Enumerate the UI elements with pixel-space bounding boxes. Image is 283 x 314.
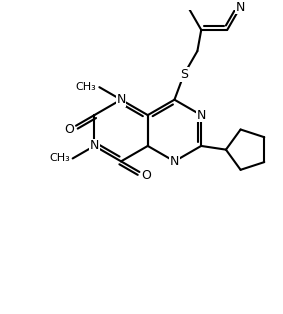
Text: O: O (65, 123, 74, 136)
Text: CH₃: CH₃ (76, 82, 97, 92)
Text: N: N (235, 1, 245, 14)
Text: S: S (180, 68, 188, 81)
Text: O: O (141, 169, 151, 182)
Text: N: N (90, 139, 99, 152)
Text: N: N (196, 109, 206, 122)
Text: CH₃: CH₃ (49, 154, 70, 164)
Text: N: N (170, 155, 179, 168)
Text: N: N (116, 93, 126, 106)
